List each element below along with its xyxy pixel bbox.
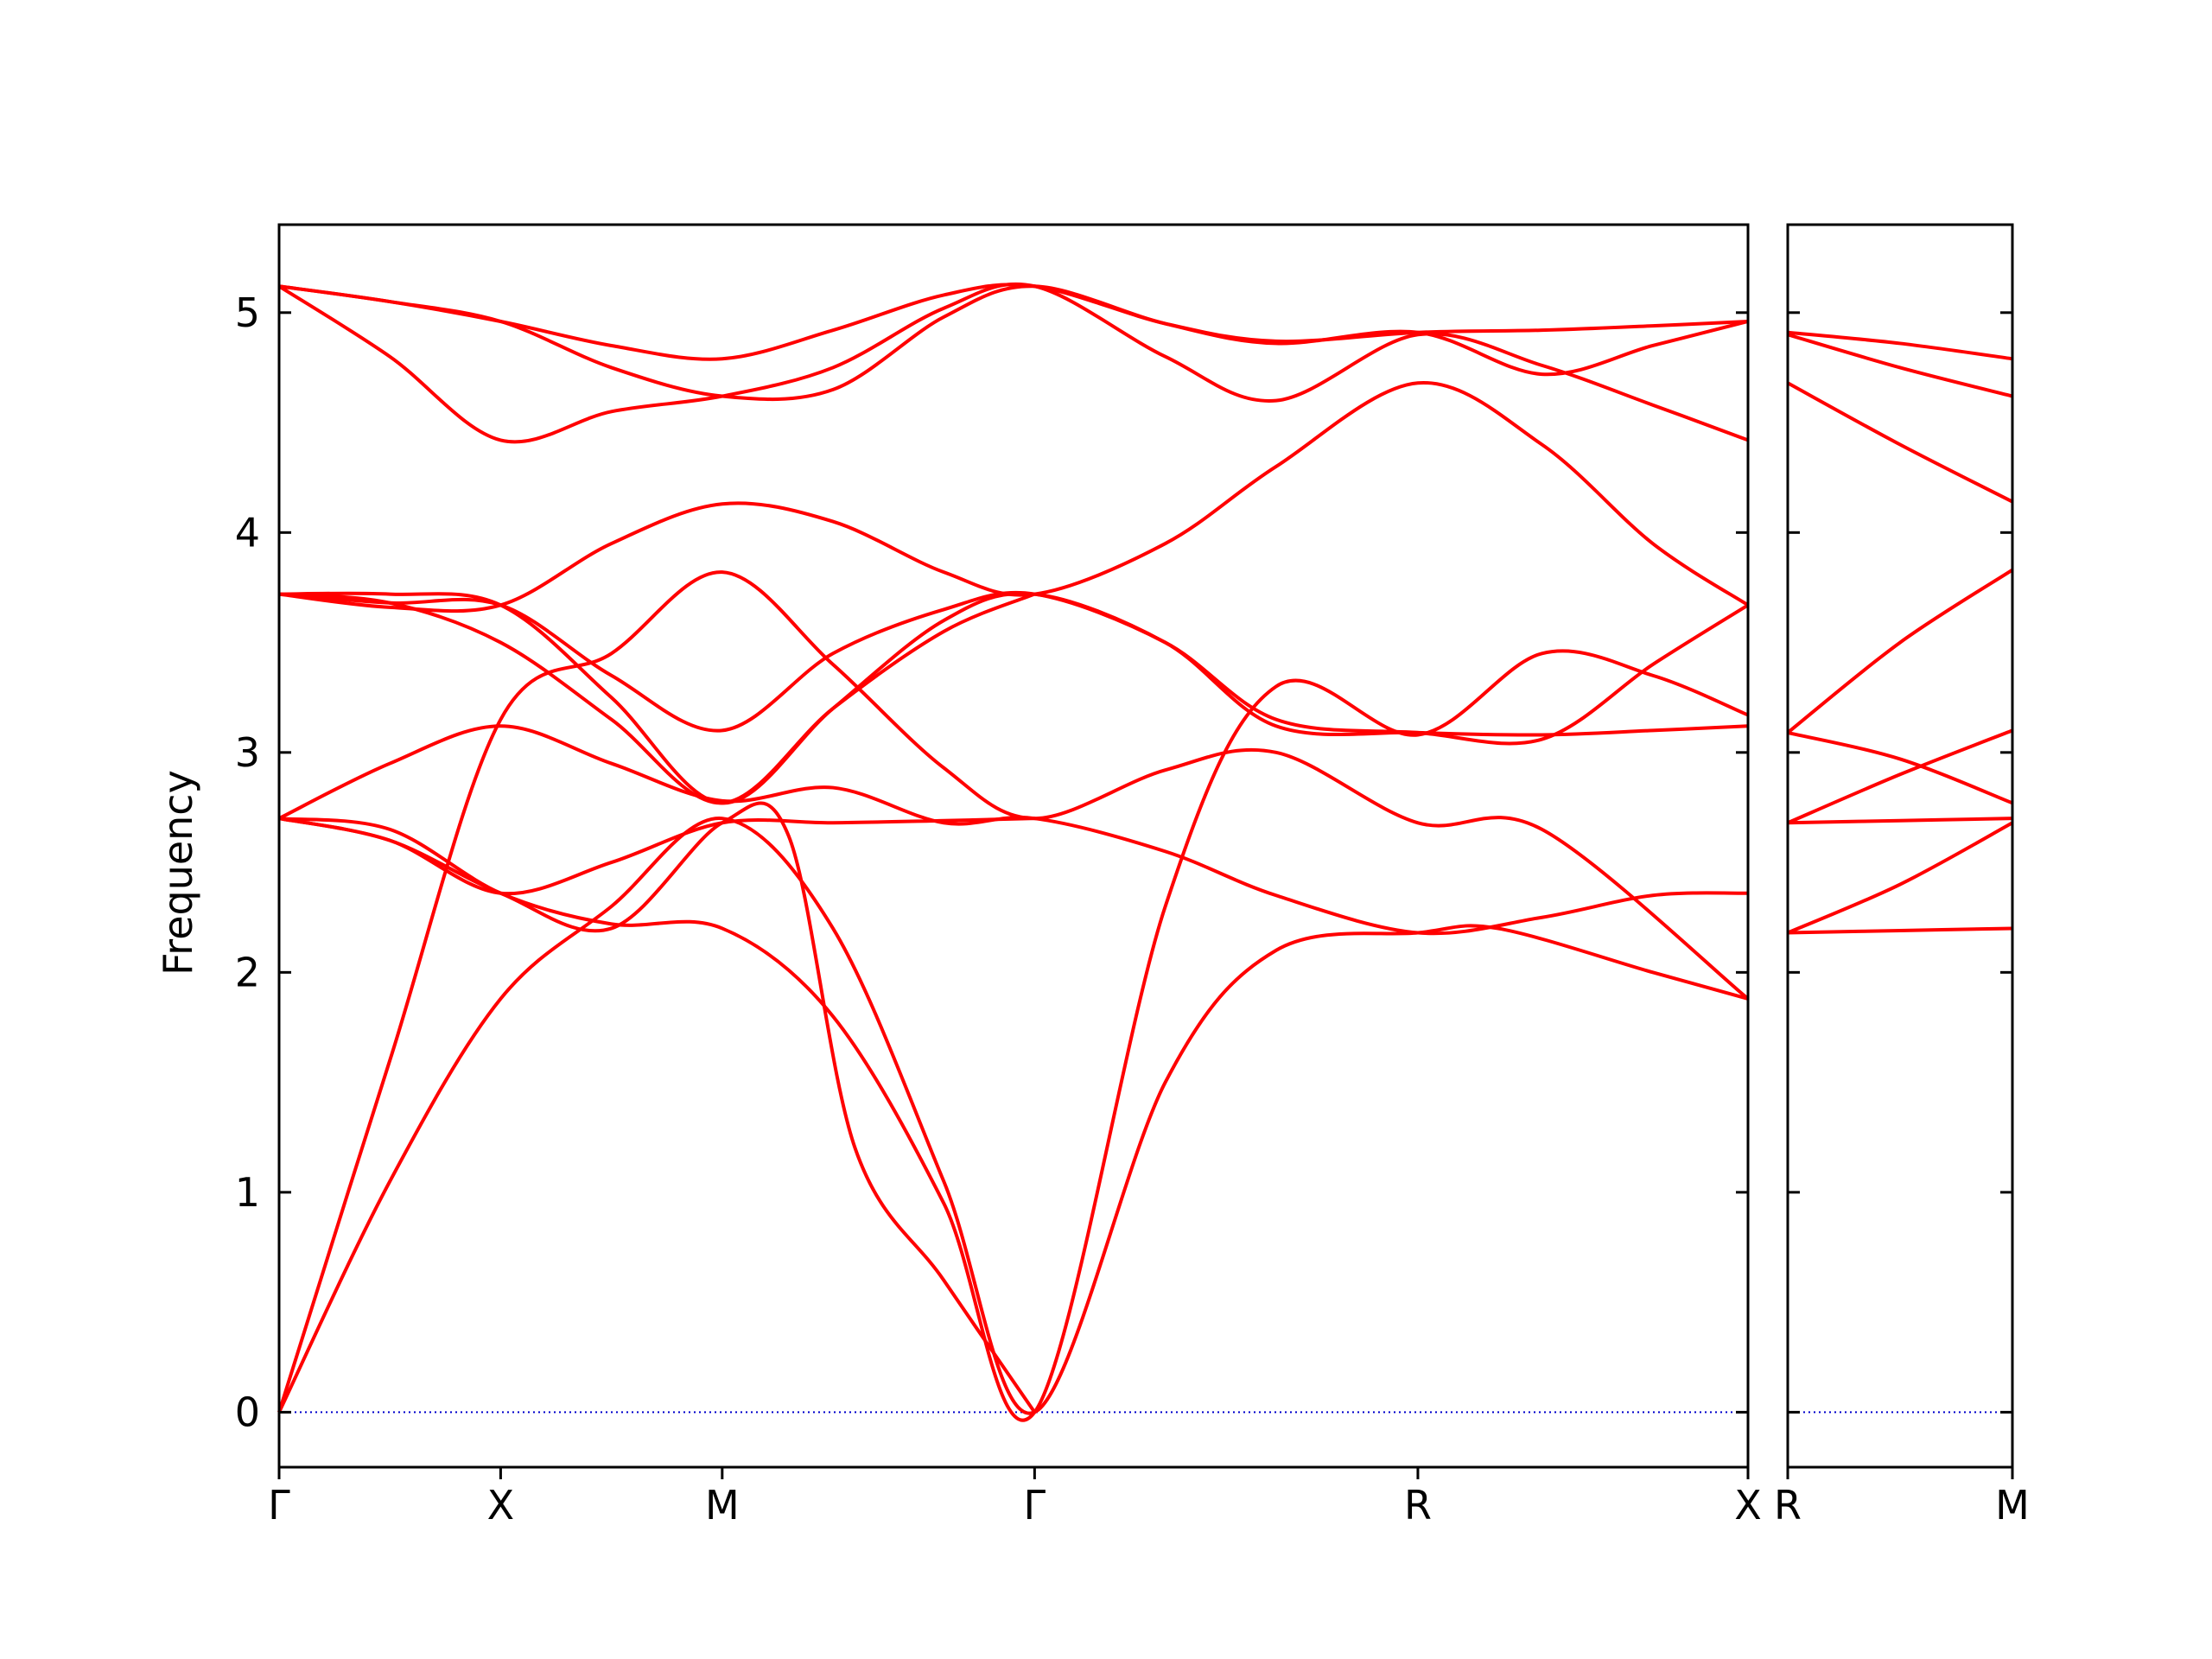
band-line-1-0 [1787, 926, 2013, 935]
band-line-0-0 [277, 570, 1750, 1413]
band-line-1-1 [1787, 821, 2013, 935]
band-line-0-11 [278, 284, 1749, 402]
x-tick-label: R [1404, 1482, 1432, 1529]
band-line-0-6 [278, 591, 1749, 805]
band-line-0-10 [277, 282, 1749, 444]
x-tick-label: M [705, 1482, 740, 1529]
y-tick-label: 3 [235, 729, 260, 776]
x-tick-label: X [487, 1482, 515, 1529]
y-tick-label: 5 [235, 289, 260, 336]
y-tick-label: 0 [235, 1389, 260, 1435]
x-tick-label: M [1995, 1482, 2030, 1529]
y-axis: 0 1 2 3 4 5 [235, 289, 260, 1436]
band-line-1-2 [1787, 817, 2013, 825]
band-line-0-1 [277, 817, 1749, 1415]
band-line-1-3 [1787, 728, 2013, 825]
band-line-1-5 [1786, 568, 2014, 734]
band-line-0-8 [278, 590, 1750, 746]
y-tick-label: 4 [235, 509, 260, 556]
y-tick-label: 2 [235, 949, 260, 995]
band-line-0-5 [278, 817, 1035, 896]
band-line-1-8 [1787, 330, 2013, 361]
band-line-1-4 [1787, 730, 2013, 805]
panel-frame [277, 223, 1750, 1469]
band-line-0-7 [278, 592, 1036, 805]
x-tick-label: X [1734, 1482, 1762, 1529]
x-tick-label: Γ [268, 1482, 290, 1529]
y-tick-label: 1 [235, 1169, 260, 1216]
band-line-1-7 [1787, 333, 2013, 398]
band-line-1-6 [1787, 381, 2013, 504]
x-tick-label: Γ [1024, 1482, 1046, 1529]
y-axis-label: Frequency [155, 770, 201, 976]
band-line-0-2 [278, 649, 1749, 1422]
band-line-0-9 [278, 381, 1750, 613]
panel-frame [1786, 223, 2014, 1469]
x-tick-label: R [1774, 1482, 1802, 1529]
band-line-0-12 [278, 283, 1749, 361]
band-line-0-3 [278, 801, 1037, 1414]
band-line-0-4 [278, 724, 1749, 936]
